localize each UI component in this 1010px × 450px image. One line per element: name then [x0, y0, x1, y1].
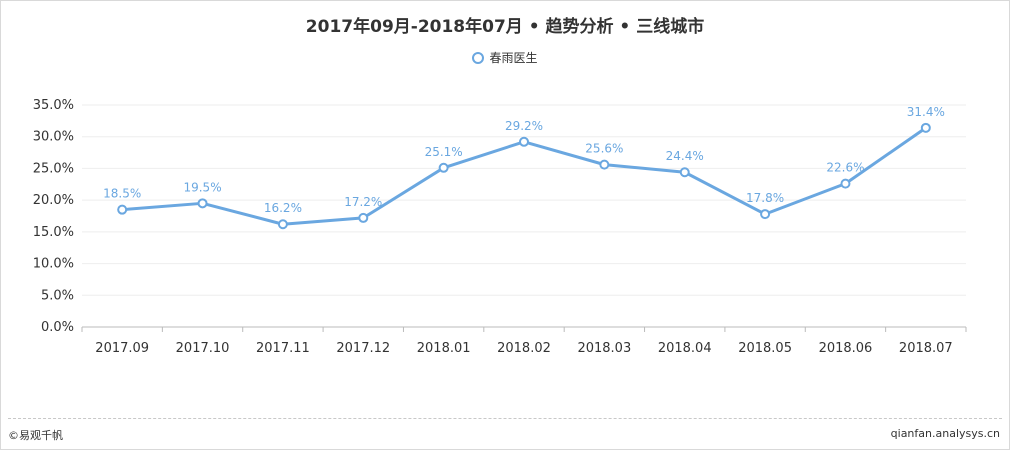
- legend-label: 春雨医生: [489, 51, 538, 65]
- x-tick-label: 2018.02: [497, 341, 551, 356]
- data-point: [519, 136, 529, 147]
- x-tick-label: 2018.03: [577, 341, 631, 356]
- footer-copyright: ©易观千帆: [8, 429, 63, 442]
- y-tick-label: 0.0%: [41, 320, 74, 335]
- data-label: 17.2%: [344, 195, 382, 209]
- x-tick-label: 2018.06: [819, 341, 873, 356]
- x-tick-label: 2017.12: [336, 341, 390, 356]
- y-tick-label: 5.0%: [41, 288, 74, 303]
- data-point: [117, 204, 128, 215]
- y-tick-label: 30.0%: [33, 130, 74, 145]
- data-label: 18.5%: [103, 187, 141, 201]
- chart-title: 2017年09月-2018年07月 • 趋势分析 • 三线城市: [305, 17, 705, 37]
- data-label: 16.2%: [264, 201, 302, 215]
- data-point: [277, 219, 288, 230]
- x-tick-label: 2018.01: [417, 341, 471, 356]
- y-tick-label: 10.0%: [33, 257, 74, 272]
- x-tick-label: 2017.10: [176, 341, 230, 356]
- footer-site: qianfan.analysys.cn: [890, 427, 1000, 440]
- data-label: 29.2%: [505, 119, 543, 133]
- y-tick-label: 15.0%: [33, 225, 74, 240]
- data-point: [760, 209, 771, 220]
- y-tick-label: 25.0%: [33, 161, 74, 176]
- y-tick-label: 20.0%: [33, 193, 74, 208]
- data-label: 25.6%: [585, 142, 623, 156]
- footer-divider: [8, 418, 1002, 419]
- legend[interactable]: 春雨医生: [0, 49, 1010, 66]
- data-label: 19.5%: [183, 180, 221, 194]
- data-point: [920, 122, 931, 133]
- x-tick-label: 2017.11: [256, 341, 310, 356]
- data-label: 17.8%: [746, 191, 784, 205]
- data-point: [599, 159, 610, 170]
- y-tick-label: 35.0%: [33, 98, 74, 113]
- data-label: 25.1%: [425, 145, 463, 159]
- legend-marker-icon: [472, 51, 485, 64]
- data-point: [358, 212, 369, 223]
- data-label: 31.4%: [907, 105, 945, 119]
- data-point: [840, 178, 851, 189]
- x-tick-label: 2018.05: [738, 341, 792, 356]
- data-label: 24.4%: [666, 149, 704, 163]
- data-point: [197, 198, 208, 209]
- x-tick-label: 2018.04: [658, 341, 712, 356]
- data-point: [438, 162, 449, 173]
- x-tick-label: 2018.07: [899, 341, 953, 356]
- data-point: [679, 167, 690, 178]
- data-label: 22.6%: [826, 161, 864, 175]
- x-tick-label: 2017.09: [95, 341, 149, 356]
